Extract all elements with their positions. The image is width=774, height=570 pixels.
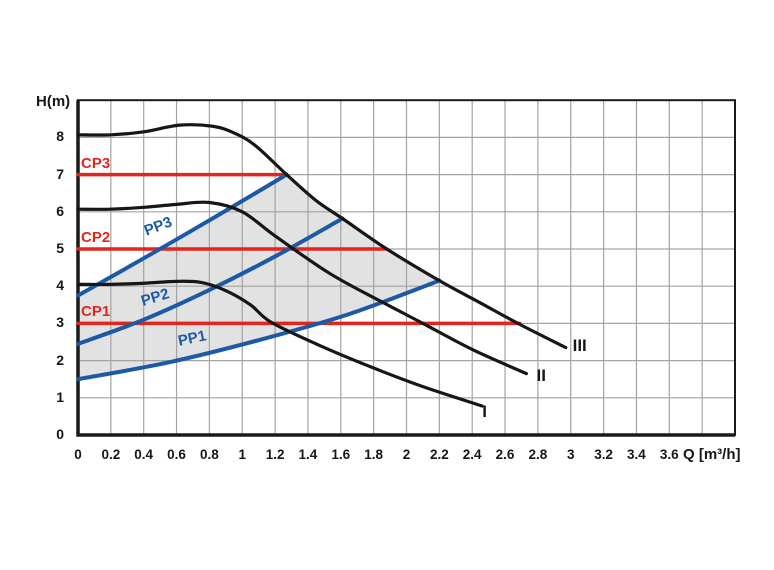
x-tick-label: 2.6 [495,447,515,462]
x-tick-label: 2.4 [462,447,482,462]
x-tick-label: 1.6 [331,447,351,462]
pp-curve-pp1 [76,278,442,382]
speed-label-ii: II [536,366,546,386]
pp-curve-pp3 [76,172,289,298]
y-tick-label: 7 [56,165,64,182]
x-tick-label: 2.2 [429,447,449,462]
y-tick-label: 8 [56,128,64,145]
speed-label-iii: III [572,335,587,355]
x-tick-label: 0.2 [101,447,121,462]
y-tick-label: 4 [56,277,64,294]
y-tick-label: 5 [56,240,64,256]
x-tick-label: 1 [238,447,246,462]
x-tick-label: 1.2 [265,447,285,462]
x-tick-label: 0.6 [167,447,186,462]
y-tick-label: 3 [56,314,64,331]
cp-label-cp3: CP3 [81,154,111,172]
x-tick-label: 0 [74,447,82,462]
operating-region [78,174,440,380]
x-tick-label: 3.2 [594,447,613,462]
y-tick-label: 6 [56,202,64,219]
x-tick-label: 1.8 [364,447,384,462]
x-tick-label: 2.8 [528,447,548,462]
x-tick-label: 3.6 [659,447,679,462]
speed-label-i: I [482,401,487,421]
pp-curve-pp2 [76,216,345,346]
y-tick-label: 2 [56,351,64,368]
y-tick-label: 0 [56,426,64,442]
x-axis-title: Q [m³/h] [683,446,741,463]
x-tick-label: 2 [402,447,411,462]
x-tick-label: 0.4 [134,447,154,462]
x-tick-label: 3.4 [627,447,646,462]
x-tick-label: 1.4 [298,447,318,462]
y-axis-title: H(m) [36,93,71,110]
x-tick-label: 0.8 [200,447,219,462]
cp-label-cp1: CP1 [81,303,111,321]
cp-label-cp2: CP2 [81,229,111,246]
speed-curve-ii [76,200,528,376]
speed-curve-i [76,279,484,408]
speed-curve-iii [76,123,568,350]
x-tick-label: 3 [566,447,575,462]
y-tick-label: 1 [56,388,64,405]
